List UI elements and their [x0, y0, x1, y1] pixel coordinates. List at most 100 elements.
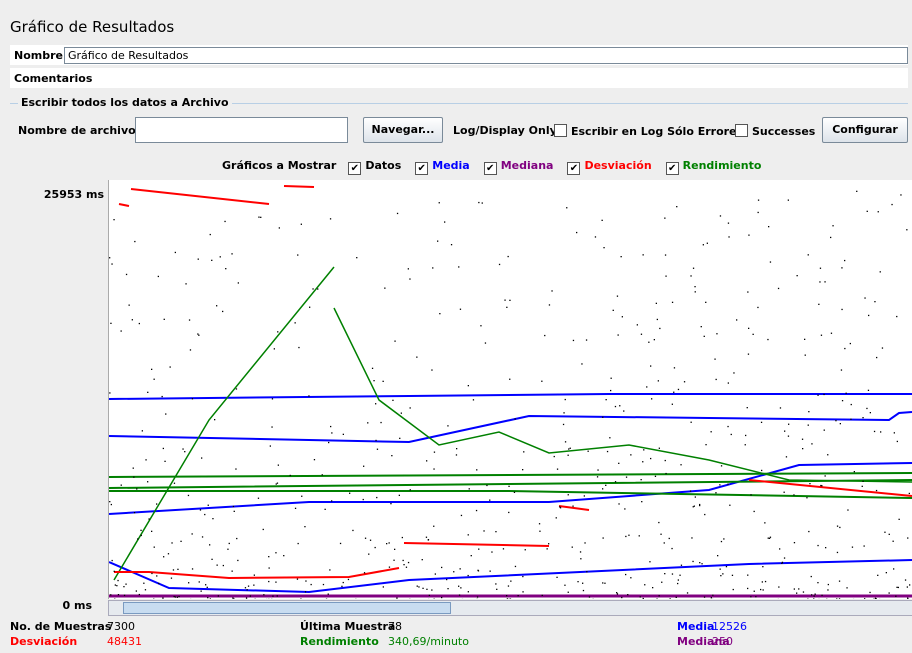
sample-dot: [455, 454, 458, 456]
sample-dot: [467, 385, 469, 387]
sample-dot: [699, 504, 701, 507]
name-input[interactable]: Gráfico de Resultados: [64, 47, 908, 64]
sample-dot: [260, 216, 262, 218]
graph-option[interactable]: ✔ Mediana: [483, 159, 553, 175]
sample-dot: [877, 211, 879, 213]
sample-dot: [720, 575, 722, 577]
y-min-label: 0 ms: [62, 599, 93, 612]
sample-dot: [879, 271, 881, 273]
sample-dot: [727, 425, 729, 428]
sample-dot: [421, 559, 423, 561]
sample-dot: [209, 544, 211, 546]
sample-dot: [405, 566, 408, 568]
sample-dot: [862, 480, 864, 482]
sample-dot: [156, 575, 158, 577]
graph-option[interactable]: ✔ Rendimiento: [665, 159, 762, 175]
sample-dot: [120, 330, 122, 332]
sample-dot: [813, 598, 815, 599]
graph-option-label: Rendimiento: [682, 159, 762, 172]
sample-dot: [836, 525, 839, 527]
sample-dot: [456, 448, 458, 450]
sample-dot: [174, 596, 176, 598]
sample-dot: [470, 555, 472, 557]
sample-dot: [867, 389, 870, 391]
sample-dot: [793, 542, 796, 544]
sample-dot: [727, 483, 729, 485]
graph-option[interactable]: ✔ Media: [415, 159, 470, 175]
sample-dot: [827, 454, 829, 456]
sample-dot: [618, 462, 620, 464]
browse-button[interactable]: Navegar...: [363, 117, 443, 143]
sample-dot: [616, 295, 619, 297]
file-input[interactable]: [135, 117, 348, 143]
sample-dot: [658, 521, 660, 524]
sample-dot: [113, 570, 115, 572]
sample-dot: [110, 594, 112, 596]
y-max-label: 25953 ms: [43, 188, 104, 201]
sample-dot: [896, 440, 898, 443]
sample-dot: [715, 492, 717, 494]
sample-dot: [614, 481, 617, 483]
sample-dot: [778, 586, 780, 588]
sample-dot: [784, 430, 786, 432]
graph-option[interactable]: ✔ Datos: [348, 159, 401, 175]
sample-dot: [120, 484, 122, 486]
sample-dot: [712, 594, 714, 596]
scrollbar[interactable]: [108, 600, 912, 616]
sample-dot: [148, 518, 150, 520]
sample-dot: [650, 457, 652, 460]
sample-dot: [875, 489, 878, 492]
sample-dot: [206, 586, 208, 588]
sample-dot: [304, 526, 306, 528]
sample-dot: [703, 335, 705, 337]
sample-dot: [510, 580, 512, 582]
sample-dot: [793, 494, 795, 496]
graph-option[interactable]: ✔ Desviación: [567, 159, 652, 175]
sample-dot: [655, 302, 657, 304]
sample-dot: [331, 432, 333, 434]
sample-dot: [585, 339, 588, 341]
sample-dot: [806, 497, 808, 499]
sample-dot: [680, 564, 683, 566]
configure-button[interactable]: Configurar: [822, 117, 908, 143]
sample-dot: [458, 594, 461, 596]
sample-dot: [253, 574, 255, 576]
sample-dot: [584, 542, 586, 544]
file-label: Nombre de archivo: [18, 124, 136, 137]
sample-dot: [888, 592, 890, 594]
sample-dot: [783, 491, 785, 493]
sample-dot: [362, 498, 364, 501]
sample-dot: [564, 584, 566, 586]
sample-dot: [736, 319, 738, 321]
sample-dot: [896, 586, 898, 588]
sample-dot: [176, 596, 178, 598]
sample-dot: [548, 304, 551, 306]
sample-dot: [467, 574, 469, 577]
sample-dot: [850, 418, 852, 420]
throughput-line: [109, 479, 912, 489]
sample-dot: [907, 597, 909, 599]
sample-dot: [582, 582, 584, 584]
sample-dot: [691, 537, 693, 539]
sample-dot: [807, 424, 809, 426]
sample-dot: [602, 582, 604, 584]
sample-dot: [136, 488, 138, 490]
errors-only-checkbox[interactable]: Escribir en Log Sólo Errores: [554, 124, 743, 138]
sample-dot: [835, 420, 837, 422]
sample-dot: [768, 537, 771, 539]
errors-only-label: Escribir en Log Sólo Errores: [571, 125, 744, 138]
sample-dot: [893, 432, 895, 434]
sample-dot: [875, 598, 877, 599]
sample-dot: [730, 433, 732, 436]
sample-dot: [802, 448, 804, 450]
sample-dot: [278, 227, 280, 229]
sample-dot: [135, 590, 137, 592]
sample-dot: [650, 365, 652, 367]
sample-dot: [321, 474, 323, 476]
sample-dot: [298, 346, 300, 349]
sample-dot: [509, 378, 511, 380]
sample-dot: [342, 581, 344, 584]
sample-dot: [491, 551, 493, 553]
successes-checkbox[interactable]: Successes: [735, 124, 815, 138]
scroll-thumb[interactable]: [123, 602, 451, 614]
